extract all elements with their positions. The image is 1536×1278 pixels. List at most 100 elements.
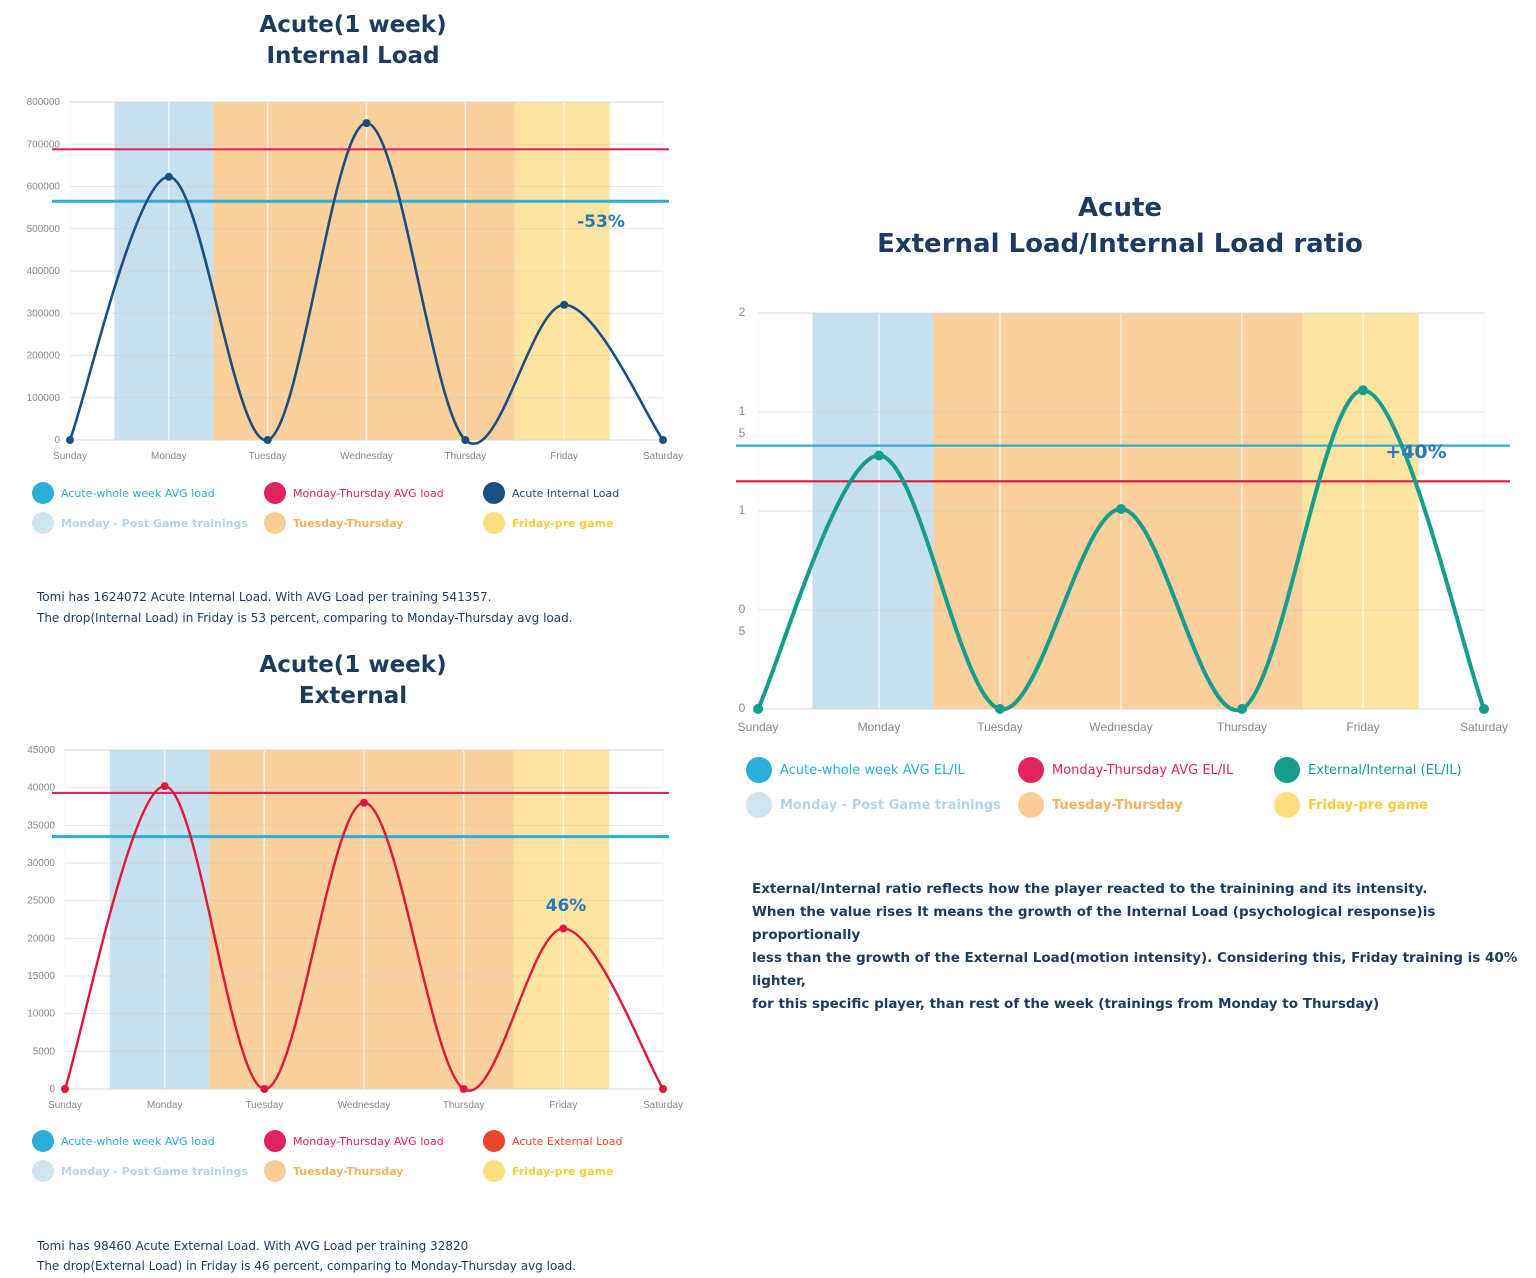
data-point [560,300,569,309]
internal-chart-title: Acute(1 week) Internal Load [203,10,503,72]
legend-item: External/Internal (EL/IL) [1274,757,1462,783]
y-tick-label: 2 [739,305,746,319]
legend-item: Monday - Post Game trainings [32,512,248,534]
legend-swatch-icon [264,1130,286,1152]
x-tick-label: Friday [1346,720,1379,734]
y-tick-label: 400000 [27,266,61,277]
y-tick-label: 100000 [27,393,61,404]
y-tick-label: 700000 [27,139,61,150]
x-tick-label: Tuesday [977,720,1023,734]
percent-annotation: +40% [1385,441,1446,463]
data-point [1358,385,1368,396]
legend-item: Acute External Load [483,1130,622,1152]
legend-swatch-icon [264,1160,286,1182]
y-tick-label: 800000 [27,97,61,108]
legend-swatch-icon [32,1130,54,1152]
legend-item: Tuesday-Thursday [264,1160,403,1182]
x-tick-label: Wednesday [1089,720,1152,734]
legend-swatch-icon [1274,792,1300,818]
ratio-note-line2: When the value rises It means the growth… [752,904,1436,943]
external-note-line2: The drop(External Load) in Friday is 46 … [37,1259,577,1273]
band-monday [114,102,214,440]
band-monday [109,750,210,1089]
legend-swatch-icon [32,1160,54,1182]
data-point [461,436,470,444]
data-point [659,1085,667,1093]
data-point [659,436,667,444]
y-tick-label: 40000 [27,783,55,794]
legend-label: Monday-Thursday AVG load [293,486,444,500]
data-point [874,450,884,461]
y-tick-label: 30000 [27,858,55,869]
ratio-chart: 0 0 5 1 1 5 2 Sunday Monday Tuesday Wednesday Thurs… [736,305,1510,734]
band-friday [1302,313,1419,709]
y-tick-label: 20000 [27,933,55,944]
data-point [1116,504,1126,515]
legend-label: External/Internal (EL/IL) [1308,762,1462,778]
internal-load-chart: 0 100000 200000 300000 400000 500000 600000 700… [27,97,683,462]
x-tick-label: Saturday [643,1100,683,1111]
legend-swatch-icon [1018,757,1044,783]
legend-swatch-icon [746,757,772,783]
x-tick-label: Thursday [443,1100,485,1111]
data-point [263,436,272,444]
data-point [164,172,173,181]
legend-label: Monday - Post Game trainings [61,1164,248,1178]
legend-label: Acute-whole week AVG EL/IL [780,762,965,778]
x-tick-label: Sunday [53,451,87,462]
x-tick-label: Tuesday [249,451,287,462]
legend-label: Tuesday-Thursday [293,1164,404,1178]
data-point [360,798,368,807]
data-point [160,782,169,791]
data-point [260,1085,269,1093]
internal-title-line1: Acute(1 week) [259,12,447,38]
y-tick-label: 200000 [27,351,61,362]
data-point [995,704,1005,714]
y-tick-label: 0 [739,602,746,616]
legend-item: Friday-pre game [1274,792,1428,818]
external-load-chart: 0 5000 10000 15000 20000 25000 30000 35000 40000… [27,745,683,1111]
legend-label: Acute-whole week AVG load [61,1134,215,1148]
x-tick-label: Sunday [48,1100,82,1111]
y-tick-label: 1 [739,404,746,418]
internal-note-line2: The drop(Internal Load) in Friday is 53 … [37,611,573,625]
legend-swatch-icon [483,1130,505,1152]
legend-item: Monday-Thursday AVG load [264,482,444,504]
x-tick-label: Wednesday [338,1100,391,1111]
legend-swatch-icon [746,792,772,818]
band-tuesday-thursday [209,750,514,1089]
x-tick-label: Friday [550,451,578,462]
external-note-line1: Tomi has 98460 Acute External Load. With… [37,1239,469,1253]
legend-label: Acute-whole week AVG load [61,486,215,500]
ratio-title-line1: Acute [1077,193,1163,223]
external-note: Tomi has 98460 Acute External Load. With… [37,1236,576,1276]
data-point [753,704,763,714]
legend-swatch-icon [483,512,505,534]
data-point [559,924,568,933]
x-tick-label: Sunday [738,720,779,734]
legend-swatch-icon [32,512,54,534]
data-point [362,119,371,128]
x-tick-label: Friday [549,1100,577,1111]
percent-annotation: 46% [546,896,587,916]
percent-annotation: -53% [577,212,625,232]
legend-swatch-icon [264,512,286,534]
external-title-line2: External [298,683,408,709]
internal-note: Tomi has 1624072 Acute Internal Load. Wi… [37,587,573,629]
legend-swatch-icon [1274,757,1300,783]
legend-item: Acute-whole week AVG load [32,1130,215,1152]
x-tick-label: Monday [151,451,187,462]
y-tick-label: 5 [739,426,746,440]
legend-label: Friday-pre game [512,1164,614,1178]
y-tick-label: 0 [49,1084,55,1095]
x-tick-label: Thursday [444,451,486,462]
legend-label: Tuesday-Thursday [1052,797,1183,813]
ratio-chart-title: Acute External Load/Internal Load ratio [820,190,1420,262]
legend-swatch-icon [32,482,54,504]
external-title-line1: Acute(1 week) [259,652,447,678]
ratio-note-line3: less than the growth of the External Loa… [752,950,1518,989]
data-point [61,1085,69,1093]
legend-swatch-icon [1018,792,1044,818]
legend-item: Friday-pre game [483,1160,614,1182]
legend-item: Tuesday-Thursday [264,512,403,534]
